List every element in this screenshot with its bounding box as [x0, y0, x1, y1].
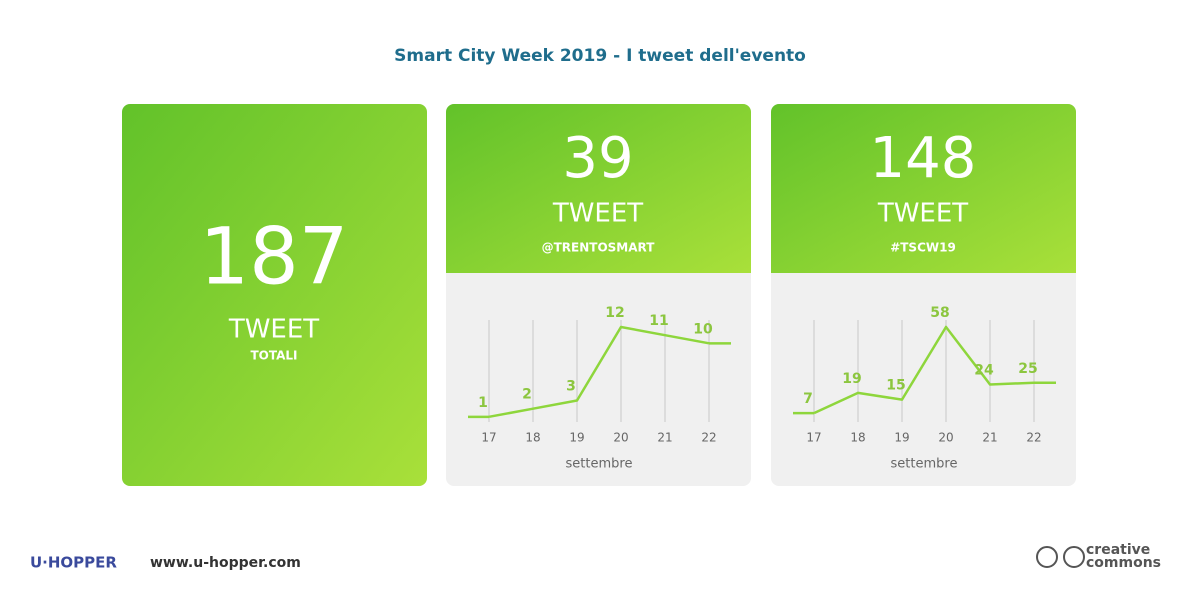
x-tick-label: 19 — [569, 431, 584, 445]
license-text: commons — [1086, 555, 1161, 571]
x-tick-label: 20 — [613, 431, 628, 445]
data-label: 2 — [522, 387, 532, 403]
card-caption: @TRENTOSMART — [542, 241, 656, 255]
x-tick-label: 18 — [525, 431, 540, 445]
card-unit: TWEET — [552, 199, 643, 229]
x-axis-label: settembre — [566, 457, 633, 472]
card-number: 187 — [200, 212, 349, 302]
logo: U·HOPPER — [30, 554, 117, 572]
data-label: 3 — [566, 379, 576, 395]
card — [122, 104, 427, 486]
data-label: 24 — [974, 362, 994, 378]
card-header — [446, 104, 751, 273]
page-title: Smart City Week 2019 - I tweet dell'even… — [394, 46, 806, 66]
license-icon — [1036, 546, 1058, 568]
x-tick-label: 17 — [806, 431, 821, 445]
card-number: 39 — [562, 126, 633, 191]
data-label: 10 — [693, 321, 713, 337]
card-number: 148 — [870, 126, 977, 191]
card-header — [771, 104, 1076, 273]
x-tick-label: 17 — [481, 431, 496, 445]
data-label: 15 — [886, 378, 905, 394]
card — [771, 104, 1076, 486]
x-axis-label: settembre — [891, 457, 958, 472]
card-caption: #TSCW19 — [890, 241, 956, 255]
license-text: creative — [1086, 542, 1150, 558]
website[interactable]: www.u-hopper.com — [150, 555, 301, 571]
data-label: 7 — [803, 391, 813, 407]
data-label: 11 — [649, 313, 668, 329]
data-label: 19 — [842, 371, 861, 387]
x-tick-label: 18 — [850, 431, 865, 445]
card-unit: TWEET — [228, 315, 319, 345]
x-tick-label: 21 — [657, 431, 672, 445]
license-icon — [1063, 546, 1085, 568]
data-label: 1 — [478, 395, 488, 411]
data-label: 25 — [1018, 361, 1037, 377]
x-tick-label: 21 — [982, 431, 997, 445]
data-line — [488, 325, 710, 419]
card — [446, 104, 751, 486]
x-tick-label: 19 — [894, 431, 909, 445]
card-caption: TOTALI — [250, 349, 297, 363]
x-tick-label: 22 — [1026, 431, 1041, 445]
data-line — [813, 325, 1035, 415]
data-label: 12 — [605, 305, 624, 321]
x-tick-label: 20 — [938, 431, 953, 445]
card-unit: TWEET — [877, 199, 968, 229]
data-label: 58 — [930, 305, 949, 321]
x-tick-label: 22 — [701, 431, 716, 445]
